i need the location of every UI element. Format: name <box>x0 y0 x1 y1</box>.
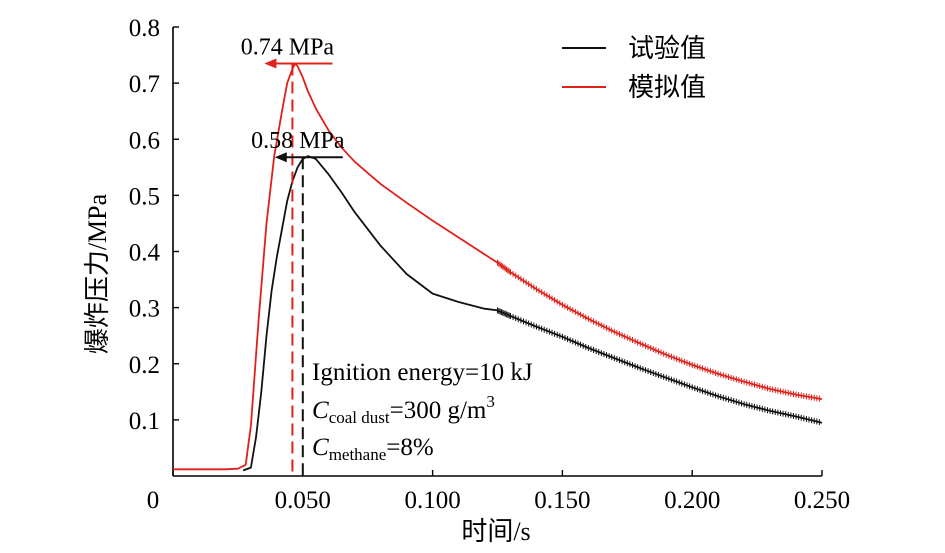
x-tick-label: 0.250 <box>794 487 850 514</box>
ticks: 0.050 0.100 0.150 0.200 0.250 0.1 0.2 0.3 0.4 0.5… <box>129 15 850 514</box>
annotation-ignition-energy: Ignition energy=10 kJ <box>312 359 533 386</box>
y-tick-label: 0.5 <box>129 183 160 210</box>
annotation-coal-dust: Ccoal dust=300 g/m3 <box>312 392 495 427</box>
x-tick-label: 0.200 <box>664 487 720 514</box>
x-tick-label: 0.050 <box>275 487 331 514</box>
y-tick-label: 0.3 <box>129 296 160 323</box>
origin-label: 0 <box>147 487 160 514</box>
peak-value-label: 0.58 MPa <box>251 128 345 154</box>
legend-label-simulation: 模拟值 <box>628 73 706 102</box>
y-axis-label: 爆炸压力/MPa <box>83 193 112 354</box>
legend-label-experiment: 试验值 <box>628 34 706 63</box>
axes <box>172 27 822 477</box>
peak-arrow-head <box>274 152 287 163</box>
series-lines <box>173 62 823 472</box>
y-tick-label: 0.2 <box>129 352 160 379</box>
y-tick-label: 0.1 <box>129 408 160 435</box>
x-tick-label: 0.150 <box>534 487 590 514</box>
x-axis-label: 时间/s <box>461 517 530 546</box>
y-tick-label: 0.8 <box>129 15 160 42</box>
y-tick-label: 0.6 <box>129 127 160 154</box>
peak-arrow-head <box>264 58 277 69</box>
annotation-methane: Cmethane=8% <box>312 434 434 464</box>
peak-value-label: 0.74 MPa <box>241 34 335 60</box>
x-tick-label: 0.100 <box>404 487 460 514</box>
peak-markers: 0.74 MPa 0.58 MPa <box>241 34 345 476</box>
conditions-annotation: Ignition energy=10 kJ Ccoal dust=300 g/m… <box>312 359 533 464</box>
y-tick-label: 0.7 <box>129 71 160 98</box>
y-tick-label: 0.4 <box>129 240 161 267</box>
series-line-simulation <box>173 62 823 471</box>
legend: 试验值 模拟值 <box>562 34 706 102</box>
